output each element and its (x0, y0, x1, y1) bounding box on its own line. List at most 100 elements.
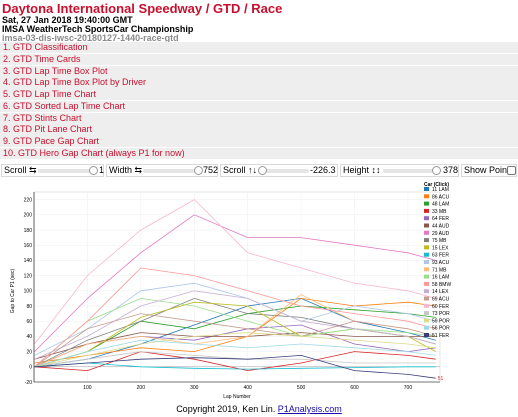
y-tick-label: 200 (24, 213, 33, 219)
menu-item-hero-gap-chart[interactable]: 10. GTD Hero Gap Chart (always P1 for no… (0, 148, 518, 160)
width-label: Width ⇆ (109, 165, 143, 175)
session-datetime: Sat, 27 Jan 2018 19:40:00 GMT (2, 15, 133, 25)
y-tick-label: 0 (29, 365, 32, 371)
plot-frame (33, 191, 441, 383)
legend-item-label: 64 FER (432, 216, 449, 222)
series-line (34, 313, 436, 368)
menu-item-classification[interactable]: 1. GTD Classification (0, 42, 518, 54)
y-tick-label: -20 (25, 380, 32, 386)
x-tick-label: 100 (83, 385, 92, 391)
legend-swatch (424, 296, 429, 301)
width-slider[interactable] (143, 166, 203, 175)
legend-swatch (424, 238, 429, 243)
scroll-y-control: Scroll ↑↓ -226.3 (220, 164, 338, 177)
legend-swatch (424, 208, 429, 213)
height-control: Height ↕↕ 378 (340, 164, 459, 177)
y-tick-label: 40 (26, 334, 32, 340)
copyright-text: Copyright 2019, Ken Lin. (176, 404, 278, 414)
y-tick-label: 60 (26, 319, 32, 325)
legend-swatch (424, 194, 429, 199)
height-value: 378 (443, 165, 459, 175)
menu-item-sorted-lap-time-chart[interactable]: 6. GTD Sorted Lap Time Chart (0, 100, 518, 113)
menu-item-lap-time-box-plot-driver[interactable]: 4. GTD Lap Time Box Plot by Driver (0, 77, 518, 89)
chart-controls: Scroll ⇆ 1 Width ⇆ 752 Scroll ↑↓ -226.3 … (0, 164, 518, 178)
x-tick-label: 700 (404, 385, 413, 391)
legend-item-label: 73 POR (432, 311, 450, 317)
x-tick-label: 200 (137, 385, 146, 391)
legend-swatch (424, 187, 429, 191)
width-value: 752 (203, 165, 219, 175)
show-points-control: Show Points (461, 164, 517, 177)
y-tick-label: 180 (24, 228, 33, 234)
y-axis-label: Gap to Car P1 (sec) (10, 268, 16, 313)
legend-item-label: 60 FER (432, 304, 449, 310)
y-tick-label: 160 (24, 243, 33, 249)
series-line (34, 332, 436, 368)
chart-menu: 1. GTD Classification 2. GTD Time Cards … (0, 42, 518, 160)
legend-swatch (424, 289, 429, 294)
series-line (34, 214, 436, 352)
menu-item-pit-lane-chart[interactable]: 8. GTD Pit Lane Chart (0, 124, 518, 136)
scroll-y-label: Scroll ↑↓ (223, 165, 258, 175)
series-name: IMSA WeatherTech SportsCar Championship (2, 24, 194, 34)
p1analysis-link[interactable]: P1Analysis.com (277, 404, 342, 414)
series-line (34, 354, 436, 379)
legend-swatch (424, 201, 429, 206)
legend-item-label: 59 POR (432, 318, 450, 324)
legend-swatch (424, 260, 429, 264)
scroll-x-slider[interactable] (38, 166, 98, 175)
width-knob[interactable] (194, 166, 203, 175)
legend-item-label: 33 MB (432, 209, 447, 215)
legend-swatch (424, 303, 429, 308)
legend-item-label: 86 ACU (432, 194, 450, 200)
legend-swatch (424, 281, 429, 286)
scroll-y-slider[interactable] (258, 166, 309, 175)
show-points-label: Show Points (464, 165, 515, 175)
x-tick-label: 300 (190, 385, 199, 391)
y-tick-label: 20 (26, 349, 32, 355)
width-control: Width ⇆ 752 (106, 164, 218, 177)
y-tick-label: 120 (24, 273, 33, 279)
scroll-y-knob[interactable] (258, 166, 267, 175)
legend-item-label: 14 LEX (432, 289, 449, 295)
legend-item-label: 75 MB (432, 238, 447, 244)
height-slider[interactable] (383, 166, 441, 175)
legend-swatch (424, 245, 429, 250)
x-tick-label: 500 (297, 385, 306, 391)
page-title: Daytona International Speedway / GTD / R… (2, 1, 283, 16)
menu-item-pace-gap-chart[interactable]: 9. GTD Pace Gap Chart (0, 136, 518, 148)
legend-swatch (424, 216, 429, 221)
menu-item-lap-time-box-plot[interactable]: 3. GTD Lap Time Box Plot (0, 65, 518, 77)
gridlines (34, 192, 440, 383)
footer: Copyright 2019, Ken Lin. P1Analysis.com (0, 404, 518, 414)
x-tick-label: 400 (244, 385, 253, 391)
legend-swatch (424, 318, 429, 323)
series-line (34, 290, 436, 360)
y-tick-label: 100 (24, 289, 33, 295)
legend-swatch (424, 325, 429, 330)
legend-item-label: 56 POR (432, 326, 450, 332)
scroll-x-control: Scroll ⇆ 1 (1, 164, 104, 177)
series-end-label: 51 (438, 376, 444, 382)
show-points-checkbox[interactable] (507, 166, 516, 175)
legend-swatch (424, 252, 429, 257)
height-knob[interactable] (432, 166, 441, 175)
x-tick-label: 600 (350, 385, 359, 391)
legend-swatch (424, 333, 429, 337)
legend-item-label: 29 AUD (432, 231, 450, 237)
scroll-x-knob[interactable] (89, 166, 98, 175)
legend-swatch (424, 274, 429, 279)
menu-item-stints-chart[interactable]: 7. GTD Stints Chart (0, 112, 518, 124)
legend-item-label: 93 ACU (432, 260, 450, 266)
series-line (34, 339, 436, 368)
y-tick-label: 80 (26, 304, 32, 310)
menu-item-time-cards[interactable]: 2. GTD Time Cards (0, 53, 518, 65)
menu-item-lap-time-chart[interactable]: 5. GTD Lap Time Chart (0, 89, 518, 101)
height-label: Height ↕↕ (343, 165, 381, 175)
legend-item-label: 71 MB (432, 267, 447, 273)
x-axis-label: Lap Number (223, 394, 251, 400)
scroll-y-value: -226.3 (310, 165, 336, 175)
series-line (34, 267, 436, 368)
gap-chart: -20 0 20 40 60 80 100 120 140 160 180 200 220 100 200 3… (10, 182, 451, 400)
axes: -20 0 20 40 60 80 100 120 140 160 180 200 220 100 200 3… (24, 192, 444, 391)
